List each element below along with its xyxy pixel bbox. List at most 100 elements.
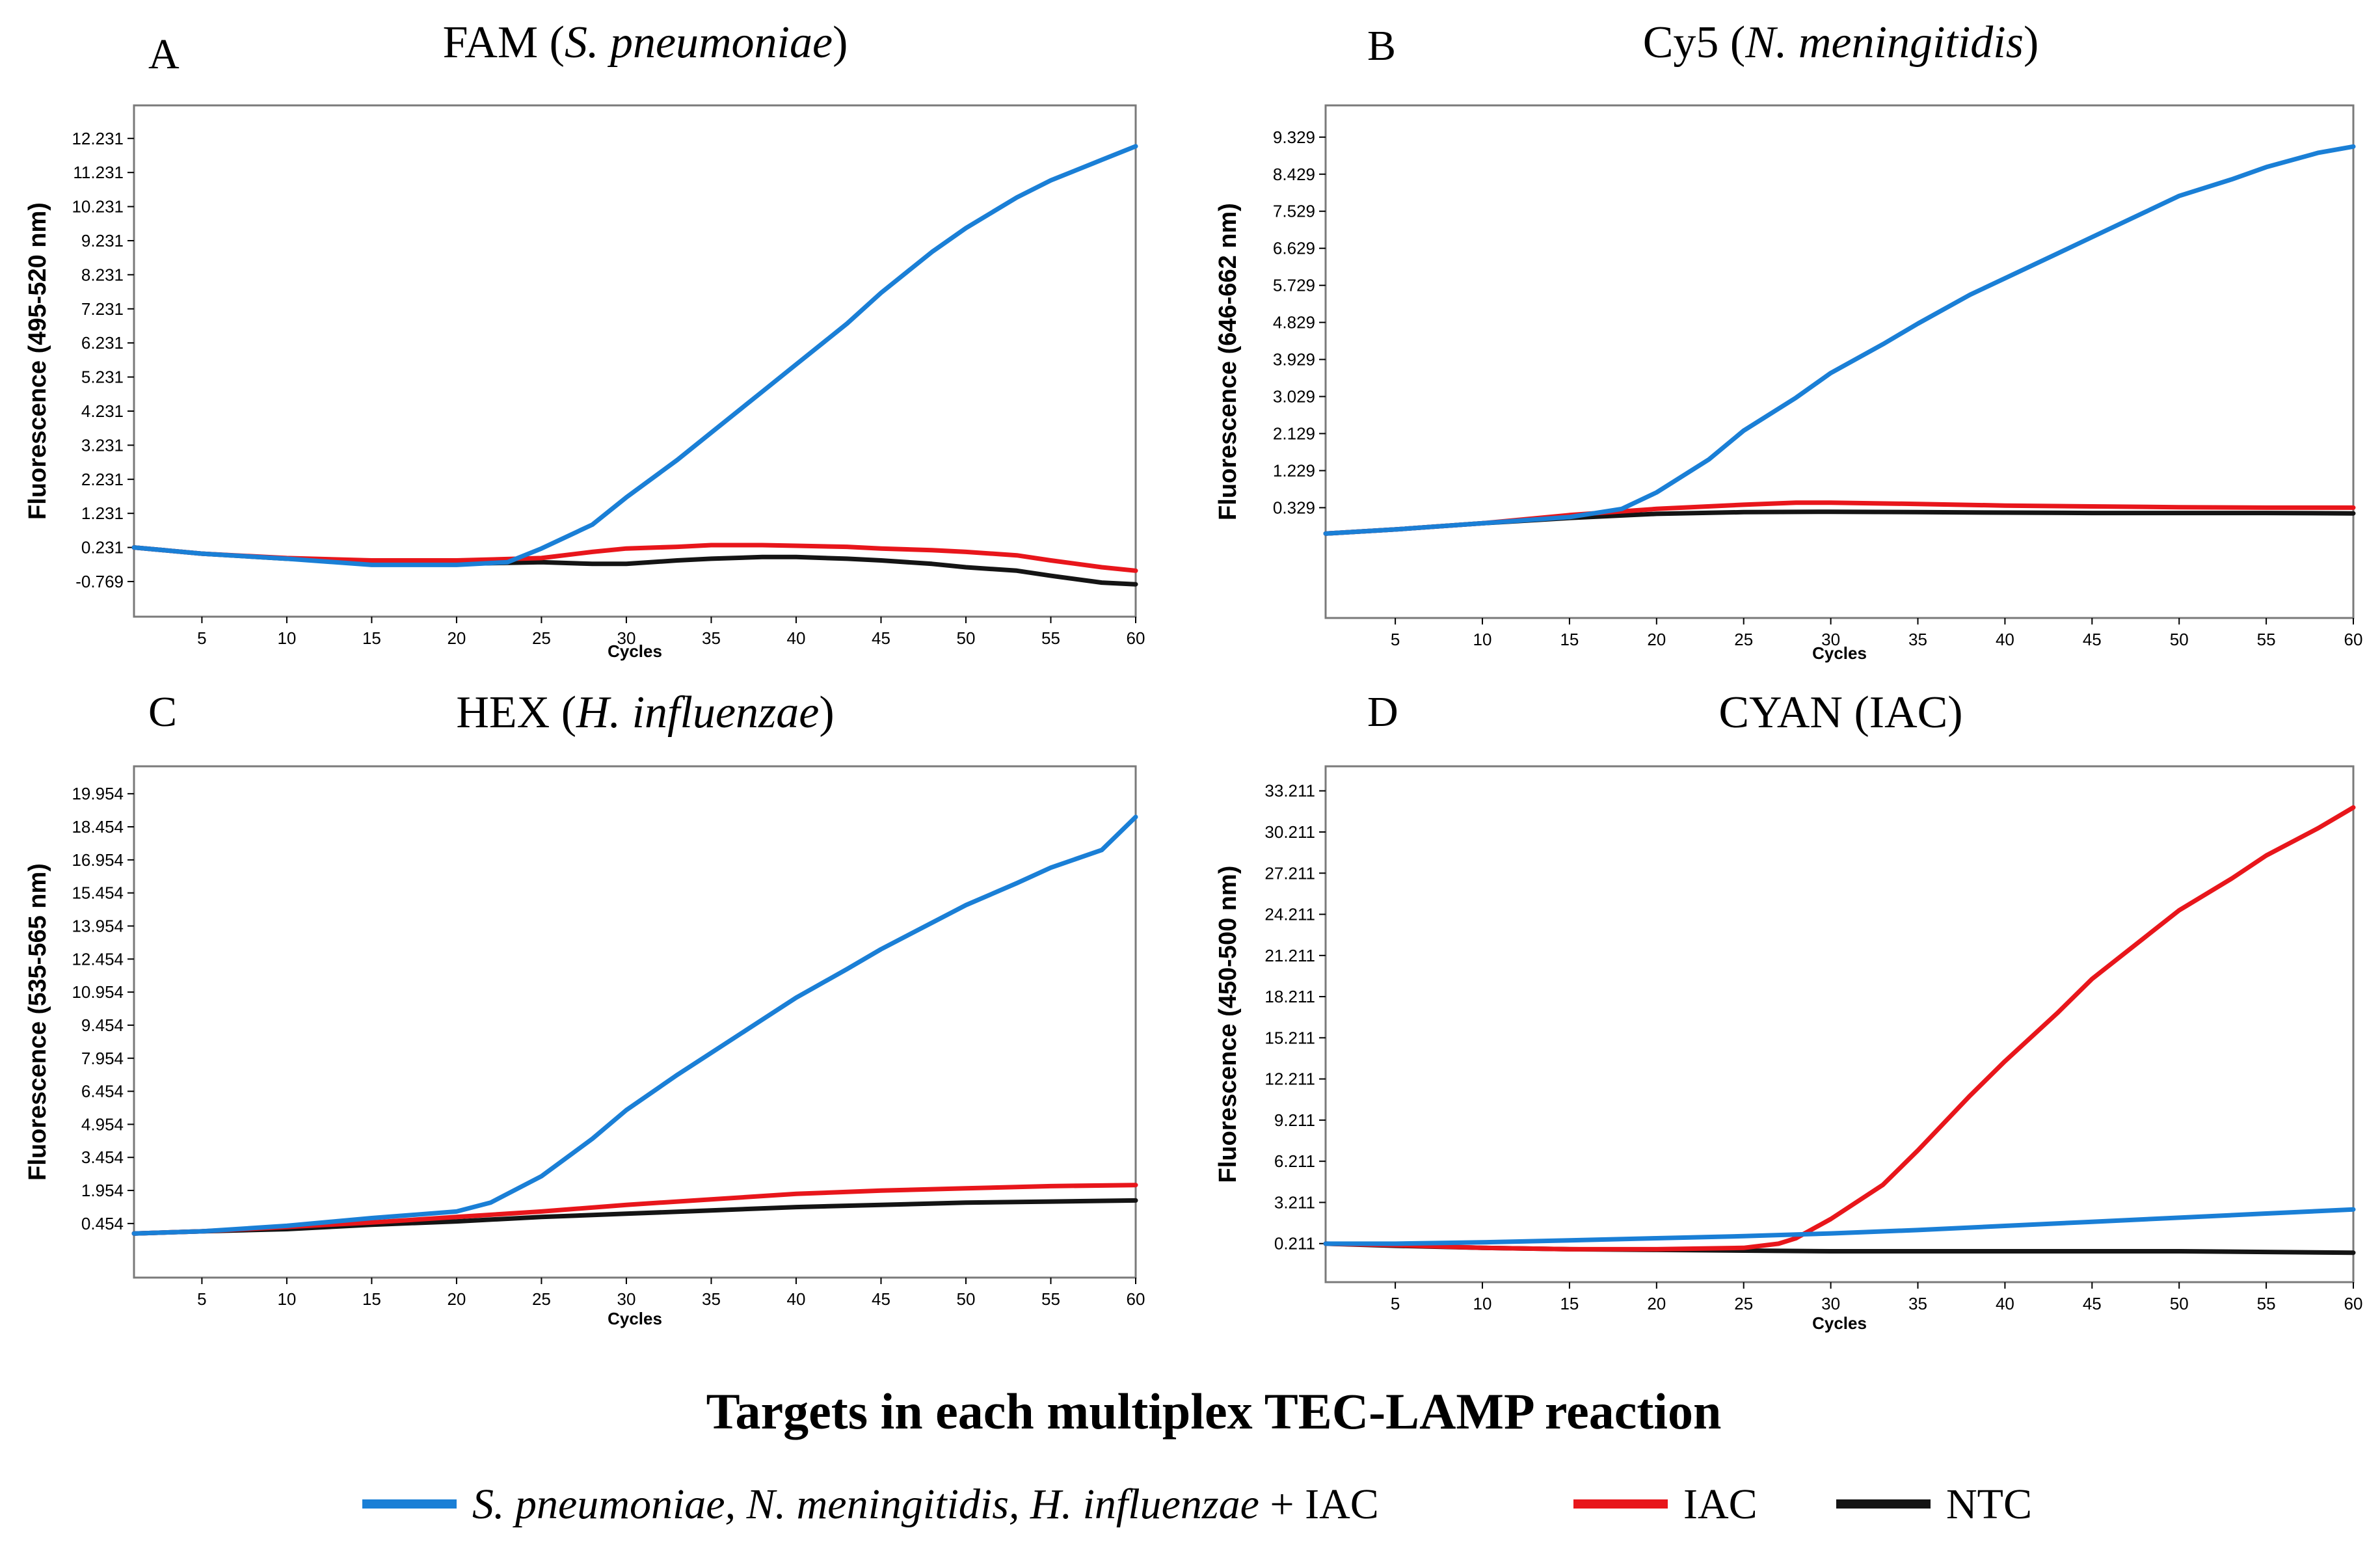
chart-panel-d: D CYAN (IAC) 33.211 30.211 27.211 24.211 21.21… (1214, 688, 2362, 1333)
x-tick-label: 55 (1041, 628, 1060, 648)
y-tick-label: 7.954 (81, 1049, 124, 1068)
legend-label: S. pneumoniae, N. meningitidis, H. influ… (472, 1481, 1379, 1528)
x-tick-label: 30 (1821, 630, 1840, 649)
y-tick-label: 6.231 (81, 333, 124, 353)
chart-panel-c: C HEX (H. influenzae) 19.954 18.454 16.954 15… (24, 688, 1145, 1328)
x-tick-label: 25 (532, 1289, 551, 1309)
plot-frame (1324, 765, 2355, 1283)
x-axis-label: Cycles (1812, 1313, 1867, 1333)
y-tick-label: 0.329 (1273, 498, 1315, 517)
y-tick-label: 8.429 (1273, 165, 1315, 184)
x-tick-label: 25 (1734, 1294, 1753, 1313)
x-tick-label: 5 (1391, 630, 1400, 649)
x-tick-label: 30 (617, 1289, 635, 1309)
y-tick-label: 13.954 (72, 916, 124, 935)
y-tick-label: 4.829 (1273, 313, 1315, 332)
y-tick-label: 6.454 (81, 1082, 124, 1101)
x-tick-label: 35 (702, 628, 721, 648)
y-tick-label: 11.231 (73, 163, 124, 182)
y-tick-label: 4.231 (81, 401, 124, 421)
x-tick-label: 50 (2170, 1294, 2189, 1313)
legend-label: IAC (1683, 1481, 1758, 1528)
y-tick-label: 7.529 (1273, 202, 1315, 221)
y-tick-label: 1.229 (1273, 461, 1315, 480)
y-tick-label: 0.231 (81, 538, 124, 557)
legend-item-black: NTC (1836, 1481, 2032, 1528)
y-tick-label: 3.211 (1274, 1192, 1315, 1212)
x-tick-label: 40 (1996, 630, 2014, 649)
y-tick-label: 1.231 (81, 503, 124, 523)
chart-panels: A FAM (S. pneumoniae) 12.231 11.231 10.231 9.… (24, 18, 2362, 1333)
y-axis-label: Fluorescence (646-662 nm) (1214, 203, 1242, 520)
panel-letter: D (1367, 688, 1398, 736)
x-tick-label: 20 (1647, 630, 1666, 649)
y-tick-label: 7.231 (81, 299, 124, 319)
series-line-red (1323, 500, 2356, 536)
x-tick-label: 40 (1996, 1294, 2014, 1313)
y-tick-label: 4.954 (81, 1114, 124, 1134)
y-tick-label: 27.211 (1264, 863, 1315, 883)
series-line-red (1323, 805, 2356, 1252)
y-axis-label: Fluorescence (535-565 nm) (24, 863, 51, 1181)
x-tick-label: 10 (1473, 1294, 1492, 1313)
y-axis-label: Fluorescence (450-500 nm) (1214, 866, 1242, 1183)
x-tick-label: 45 (872, 1289, 890, 1309)
series-line-blue (1323, 1207, 2356, 1246)
x-tick-label: 20 (447, 628, 466, 648)
panel-letter: A (148, 31, 180, 78)
x-tick-label: 20 (447, 1289, 466, 1309)
x-tick-label: 40 (787, 1289, 806, 1309)
chart-panel-a: A FAM (S. pneumoniae) 12.231 11.231 10.231 9.… (24, 18, 1145, 661)
x-tick-label: 60 (2344, 1294, 2363, 1313)
panel-title: FAM (S. pneumoniae) (443, 18, 848, 68)
x-tick-label: 30 (617, 628, 635, 648)
y-tick-label: 24.211 (1264, 905, 1315, 924)
y-tick-label: 9.329 (1273, 127, 1315, 147)
x-tick-label: 50 (957, 1289, 976, 1309)
x-tick-label: 5 (197, 1289, 206, 1309)
x-tick-label: 35 (702, 1289, 721, 1309)
y-tick-label: 3.231 (81, 435, 124, 455)
chart-panel-b: B Cy5 (N. meningitidis) 9.329 8.429 7.529 6.6… (1214, 18, 2362, 663)
y-tick-label: 9.231 (81, 231, 124, 250)
x-tick-label: 15 (362, 1289, 381, 1309)
x-tick-label: 60 (2344, 630, 2363, 649)
y-tick-label: 3.029 (1273, 387, 1315, 407)
panel-title: Cy5 (N. meningitidis) (1643, 18, 2039, 68)
x-tick-label: 55 (2257, 630, 2276, 649)
y-tick-label: 3.929 (1273, 350, 1315, 369)
legend: Targets in each multiplex TEC-LAMP react… (362, 1383, 2032, 1528)
plot-frame (1324, 104, 2355, 619)
x-tick-label: 55 (2257, 1294, 2276, 1313)
y-axis-label: Fluorescence (495-520 nm) (24, 202, 51, 520)
x-axis-label: Cycles (1812, 643, 1867, 663)
panel-letter: B (1367, 22, 1396, 70)
x-axis-label: Cycles (608, 641, 662, 661)
plot-frame (133, 765, 1137, 1279)
x-tick-label: 20 (1647, 1294, 1666, 1313)
y-tick-label: 8.231 (81, 265, 124, 284)
x-tick-label: 35 (1908, 630, 1927, 649)
y-tick-label: 9.454 (81, 1015, 124, 1035)
y-tick-label: 2.129 (1273, 424, 1315, 444)
x-tick-label: 45 (2083, 1294, 2102, 1313)
panel-title: HEX (H. influenzae) (456, 688, 834, 738)
series-line-blue (131, 814, 1138, 1236)
legend-title: Targets in each multiplex TEC-LAMP react… (706, 1383, 1722, 1440)
series-line-blue (1323, 144, 2356, 536)
legend-item-red: IAC (1573, 1481, 1758, 1528)
y-tick-label: 18.211 (1264, 987, 1315, 1006)
x-tick-label: 10 (277, 1289, 296, 1309)
y-tick-label: 30.211 (1264, 822, 1315, 842)
y-tick-label: 16.954 (72, 850, 124, 870)
x-tick-label: 50 (957, 628, 976, 648)
x-tick-label: 15 (1560, 630, 1579, 649)
y-tick-label: 5.231 (81, 368, 124, 387)
x-tick-label: 15 (1560, 1294, 1579, 1313)
y-tick-label: 33.211 (1264, 781, 1315, 801)
y-tick-label: 15.454 (72, 883, 124, 903)
x-axis-label: Cycles (608, 1309, 662, 1328)
y-tick-label: 9.211 (1274, 1110, 1315, 1130)
x-tick-label: 5 (1391, 1294, 1400, 1313)
